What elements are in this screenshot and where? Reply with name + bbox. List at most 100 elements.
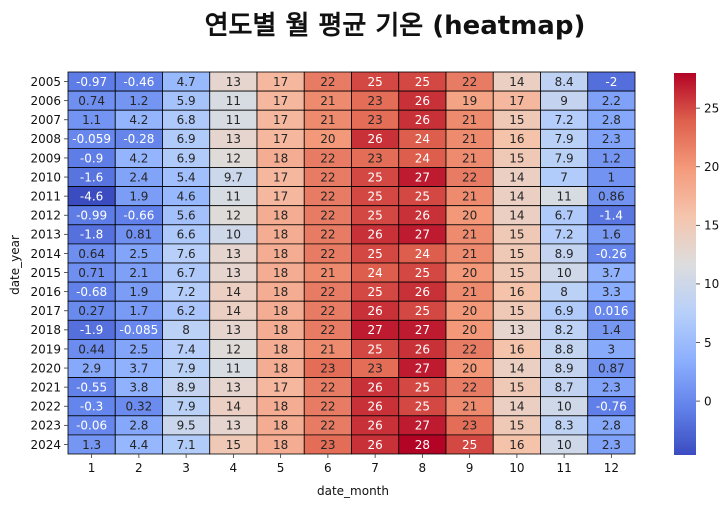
cell-value-label: 17 <box>273 170 288 184</box>
cell-value-label: 15 <box>509 247 524 261</box>
cell-value-label: 17 <box>509 94 524 108</box>
cell-value-label: 12 <box>226 151 241 165</box>
cell-value-label: 3.8 <box>129 380 148 394</box>
cell-value-label: -1.4 <box>600 209 623 223</box>
cell-value-label: -0.76 <box>596 400 627 414</box>
cell-value-label: 7 <box>560 170 568 184</box>
cell-value-label: -0.66 <box>123 209 154 223</box>
cell-value-label: 14 <box>509 189 524 203</box>
cell-value-label: 23 <box>320 438 335 452</box>
cell-value-label: 22 <box>462 75 477 89</box>
cell-value-label: 8 <box>560 285 568 299</box>
cell-value-label: 22 <box>462 170 477 184</box>
y-tick-label: 2019 <box>30 342 61 356</box>
cell-value-label: -0.99 <box>76 209 107 223</box>
cell-value-label: 0.44 <box>78 342 105 356</box>
cell-value-label: 8.4 <box>555 75 574 89</box>
cell-value-label: 14 <box>226 304 241 318</box>
cell-value-label: 25 <box>367 75 382 89</box>
cell-value-label: 0.81 <box>126 228 153 242</box>
cell-value-label: 22 <box>320 209 335 223</box>
cell-value-label: 3.7 <box>602 266 621 280</box>
cell-value-label: 6.7 <box>555 209 574 223</box>
cell-value-label: 14 <box>509 75 524 89</box>
y-tick-label: 2011 <box>30 189 61 203</box>
cell-value-label: 17 <box>273 94 288 108</box>
cell-value-label: 6.8 <box>177 113 196 127</box>
cell-value-label: 24 <box>415 132 430 146</box>
cell-value-label: 25 <box>415 304 430 318</box>
cell-value-label: 0.64 <box>78 247 105 261</box>
y-tick-label: 2015 <box>30 266 61 280</box>
cell-value-label: 22 <box>320 228 335 242</box>
cell-value-label: 25 <box>415 266 430 280</box>
chart-title: 연도별 월 평균 기온 (heatmap) <box>205 11 586 41</box>
cell-value-label: -0.3 <box>80 400 103 414</box>
cell-value-label: -2 <box>605 75 617 89</box>
cell-value-label: 16 <box>509 132 524 146</box>
cell-value-label: -0.46 <box>123 75 154 89</box>
cell-value-label: 8.9 <box>177 380 196 394</box>
cell-value-label: 21 <box>320 113 335 127</box>
cell-value-label: 3.7 <box>129 361 148 375</box>
cell-value-label: 14 <box>509 361 524 375</box>
cell-value-label: 15 <box>509 304 524 318</box>
cell-value-label: 16 <box>509 342 524 356</box>
cell-value-label: 15 <box>509 419 524 433</box>
colorbar-ticks: 0 5 10 15 20 25 <box>696 101 719 408</box>
cell-value-label: 7.9 <box>555 151 574 165</box>
y-tick-label: 2021 <box>30 380 61 394</box>
y-tick-label: 2008 <box>30 132 61 146</box>
cell-value-label: 14 <box>509 400 524 414</box>
cell-value-label: 10 <box>556 400 571 414</box>
cell-value-label: 22 <box>320 419 335 433</box>
cell-value-label: 4.2 <box>129 113 148 127</box>
cell-value-label: 21 <box>462 189 477 203</box>
x-axis-label: date_month <box>317 484 389 498</box>
cell-value-label: 26 <box>367 380 382 394</box>
cell-value-label: 1.9 <box>129 189 148 203</box>
cell-value-label: 15 <box>509 228 524 242</box>
cell-value-label: 22 <box>320 151 335 165</box>
cell-value-label: 21 <box>462 113 477 127</box>
cell-value-label: 4.4 <box>129 438 148 452</box>
cell-value-label: 21 <box>320 94 335 108</box>
cell-value-label: 8.2 <box>555 323 574 337</box>
cell-value-label: 15 <box>509 380 524 394</box>
cell-value-label: -0.26 <box>596 247 627 261</box>
cell-value-label: 13 <box>226 266 241 280</box>
cell-value-label: 10 <box>556 266 571 280</box>
cell-value-label: 14 <box>509 170 524 184</box>
cell-value-label: 14 <box>509 209 524 223</box>
cell-value-label: 26 <box>367 438 382 452</box>
cell-value-label: 3 <box>608 342 616 356</box>
cell-value-label: 16 <box>509 285 524 299</box>
cell-value-label: 18 <box>273 419 288 433</box>
cell-value-label: 1.2 <box>129 94 148 108</box>
cell-value-label: 7.1 <box>177 438 196 452</box>
cell-value-label: 4.2 <box>129 151 148 165</box>
cell-value-label: 27 <box>415 170 430 184</box>
cell-value-label: 22 <box>320 323 335 337</box>
cell-value-label: 23 <box>367 113 382 127</box>
cell-value-label: 1.9 <box>129 285 148 299</box>
cell-value-label: 13 <box>226 323 241 337</box>
cell-value-label: 15 <box>226 438 241 452</box>
cell-value-label: 18 <box>273 361 288 375</box>
cell-value-label: 22 <box>462 342 477 356</box>
cell-value-label: 13 <box>226 132 241 146</box>
cell-value-label: 18 <box>273 342 288 356</box>
cell-value-label: -1.8 <box>80 228 103 242</box>
cell-value-label: 22 <box>320 285 335 299</box>
y-tick-label: 2013 <box>30 228 61 242</box>
cell-value-label: 26 <box>367 132 382 146</box>
cell-value-label: 21 <box>462 247 477 261</box>
colorbar-tick-label: 0 <box>704 394 712 408</box>
cell-value-label: 11 <box>226 189 241 203</box>
cell-value-label: 16 <box>509 438 524 452</box>
cell-value-label: 7.2 <box>555 228 574 242</box>
cell-value-label: 21 <box>462 132 477 146</box>
x-tick-label: 10 <box>509 461 524 475</box>
cell-value-label: 15 <box>509 151 524 165</box>
